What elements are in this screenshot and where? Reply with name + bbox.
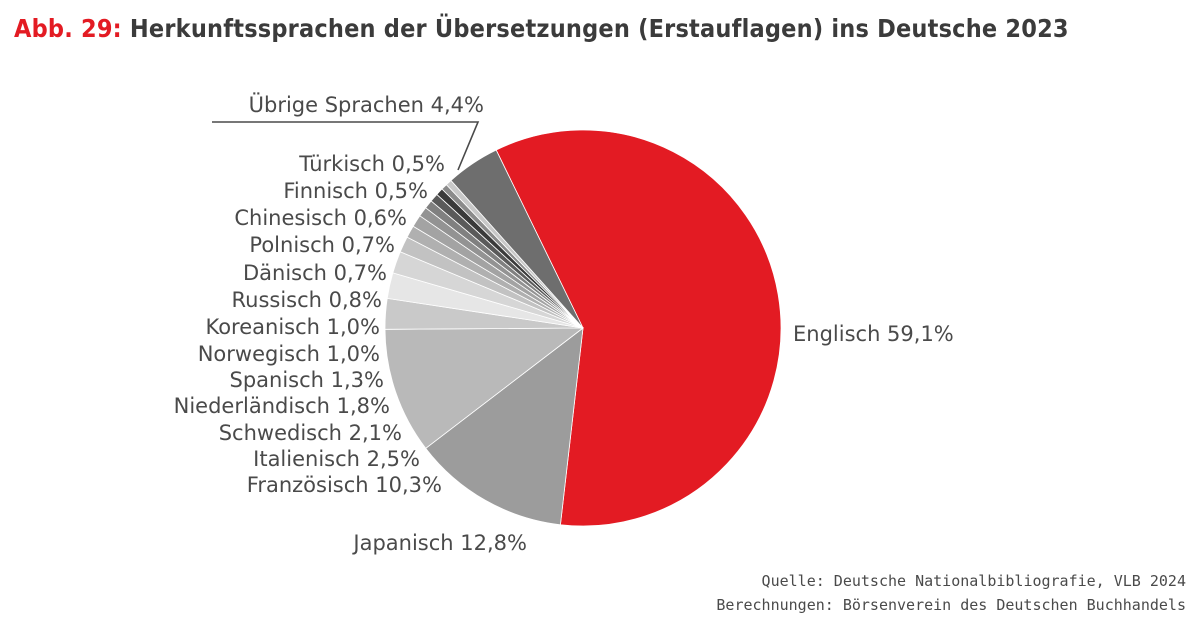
source-note: Quelle: Deutsche Nationalbibliografie, V… [761,572,1186,590]
label-englisch: Englisch 59,1% [793,322,954,346]
leader-line [212,121,480,171]
slice-japanisch [425,327,584,526]
label-polnisch: Polnisch 0,7% [249,233,395,257]
label-japanisch: Japanisch 12,8% [351,531,527,555]
label-ubrige-sprachen: Übrige Sprachen 4,4% [249,92,484,117]
calculation-note: Berechnungen: Börsenverein des Deutschen… [716,596,1186,614]
label-finnisch: Finnisch 0,5% [283,179,428,203]
label-niederlandisch: Niederländisch 1,8% [174,394,390,418]
slice-ubrige-sprachen [450,149,584,329]
label-turkisch: Türkisch 0,5% [298,152,445,176]
label-schwedisch: Schwedisch 2,1% [219,421,402,445]
label-danisch: Dänisch 0,7% [243,261,387,285]
label-italienisch: Italienisch 2,5% [253,447,420,471]
label-koreanisch: Koreanisch 1,0% [205,315,380,339]
figure-number: Abb. 29: [14,14,122,43]
label-spanisch: Spanisch 1,3% [230,368,385,392]
leader-line-ubrige-sprachen [212,121,480,171]
slice-labels: Englisch 59,1% Japanisch 12,8% Französisch… [174,92,954,555]
slice-englisch [495,129,782,527]
label-norwegisch: Norwegisch 1,0% [198,342,380,366]
title-text: Herkunftssprachen der Übersetzungen (Ers… [129,14,1069,43]
pie-slices [384,129,782,527]
label-chinesisch: Chinesisch 0,6% [234,206,407,230]
chart-title: Abb. 29: Herkunftssprachen der Übersetzu… [14,14,1069,43]
label-russisch: Russisch 0,8% [232,288,383,312]
label-franzosisch: Französisch 10,3% [247,473,442,497]
slice-franzosisch [384,327,585,449]
